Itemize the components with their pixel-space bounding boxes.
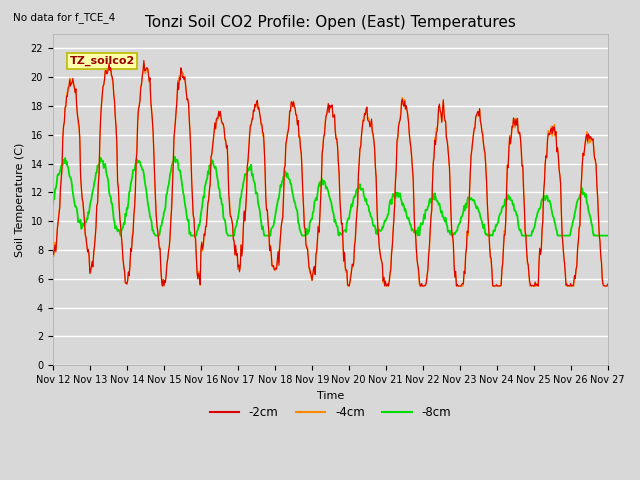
-4cm xyxy=(49,248,56,254)
Line: -2cm: -2cm xyxy=(52,60,608,286)
Legend: -2cm, -4cm, -8cm: -2cm, -4cm, -8cm xyxy=(205,401,456,424)
Title: Tonzi Soil CO2 Profile: Open (East) Temperatures: Tonzi Soil CO2 Profile: Open (East) Temp… xyxy=(145,15,516,30)
-8cm xyxy=(171,154,179,159)
-2cm xyxy=(140,58,148,63)
-2cm xyxy=(159,283,166,289)
Line: -4cm: -4cm xyxy=(52,63,608,286)
-2cm xyxy=(415,278,423,284)
-2cm xyxy=(116,216,124,222)
-8cm xyxy=(117,233,125,239)
-4cm xyxy=(204,211,211,217)
-4cm xyxy=(140,60,148,66)
-4cm xyxy=(116,214,124,220)
Text: TZ_soilco2: TZ_soilco2 xyxy=(69,56,134,66)
Line: -8cm: -8cm xyxy=(52,156,608,236)
-8cm xyxy=(604,233,612,239)
-2cm xyxy=(174,80,182,85)
-8cm xyxy=(49,202,56,207)
Text: No data for f_TCE_4: No data for f_TCE_4 xyxy=(13,12,115,23)
-8cm xyxy=(174,158,182,164)
-2cm xyxy=(59,134,67,140)
-4cm xyxy=(59,134,67,140)
-2cm xyxy=(604,281,612,287)
-8cm xyxy=(116,230,124,236)
-4cm xyxy=(174,78,182,84)
Y-axis label: Soil Temperature (C): Soil Temperature (C) xyxy=(15,143,25,257)
X-axis label: Time: Time xyxy=(317,391,344,400)
-8cm xyxy=(204,176,211,182)
-4cm xyxy=(399,102,407,108)
-4cm xyxy=(604,283,612,289)
-4cm xyxy=(415,282,423,288)
-2cm xyxy=(204,212,211,217)
-8cm xyxy=(399,201,407,206)
-2cm xyxy=(49,249,56,254)
-8cm xyxy=(415,232,423,238)
-8cm xyxy=(59,162,67,168)
-2cm xyxy=(399,102,407,108)
-4cm xyxy=(159,283,166,289)
